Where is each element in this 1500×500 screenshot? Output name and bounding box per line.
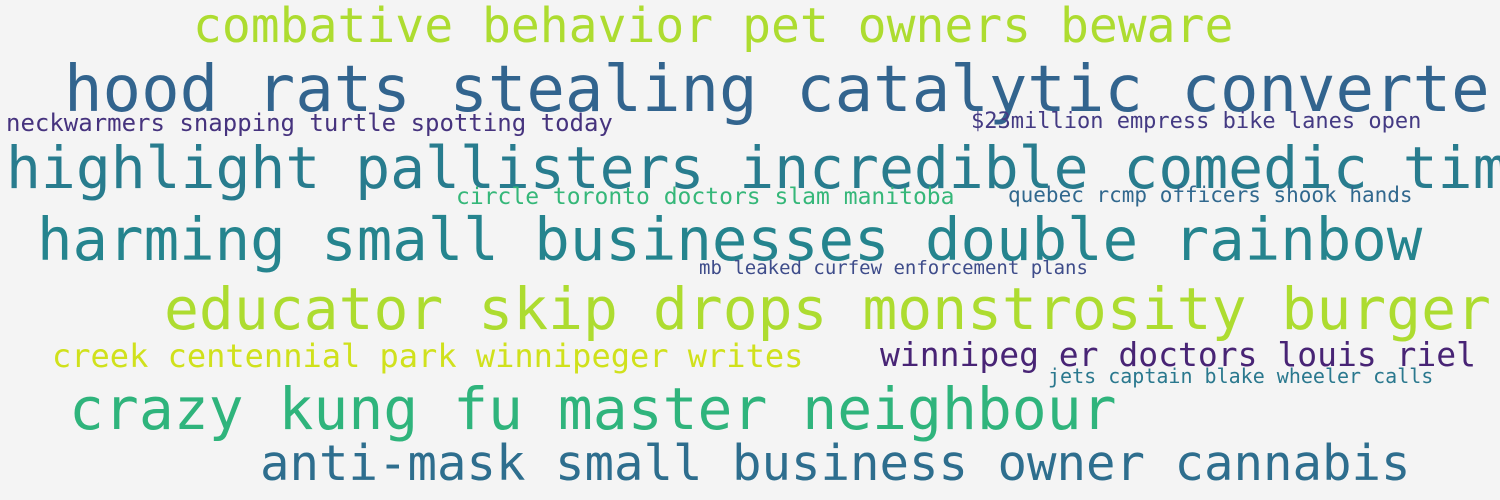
phrase-winnipeg-er: winnipeg er doctors louis riel [880, 335, 1477, 374]
phrase-neckwarmers: neckwarmers snapping turtle spotting tod… [6, 109, 613, 137]
phrase-mb-leaked-curfew: mb leaked curfew enforcement plans [699, 257, 1088, 279]
phrase-circle-toronto: circle toronto doctors slam manitoba [456, 184, 955, 210]
phrase-23million-empress: $23million empress bike lanes open [971, 109, 1422, 134]
phrase-crazy-kung-fu: crazy kung fu master neighbour [69, 375, 1117, 443]
phrase-harming-small-businesses: harming small businesses double rainbow [37, 205, 1423, 274]
phrase-creek-centennial: creek centennial park winnipeger writes [52, 337, 804, 375]
phrase-anti-mask: anti-mask small business owner cannabis [260, 435, 1411, 492]
phrase-hood-rats: hood rats stealing catalytic converters [64, 53, 1500, 127]
phrase-highlight-pallisters: highlight pallisters incredible comedic … [6, 134, 1500, 202]
phrase-quebec-rcmp: quebec rcmp officers shook hands [1008, 183, 1413, 207]
phrase-combative-behavior: combative behavior pet owners beware [193, 0, 1234, 54]
phrase-jets-captain: jets captain blake wheeler calls [1048, 364, 1434, 388]
phrase-educator-skip: educator skip drops monstrosity burger [164, 275, 1491, 343]
